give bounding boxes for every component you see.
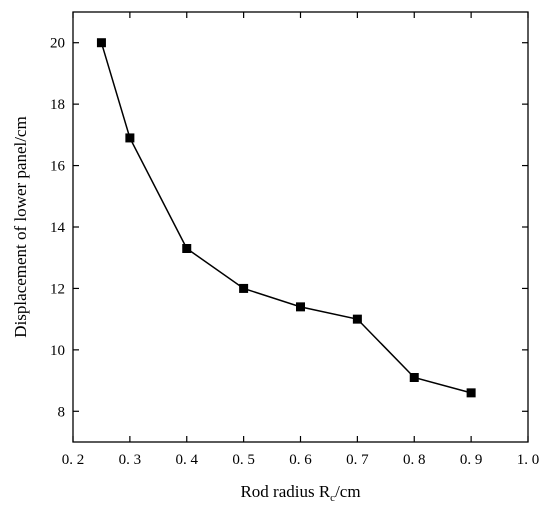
data-point-marker — [466, 388, 476, 398]
series-line — [100, 42, 472, 394]
x-axis-ticks: 0. 2 0. 3 0. 4 0. 5 0. 6 0. 7 0. 8 0. 9 1. 0 — [62, 12, 540, 468]
data-point-marker — [409, 373, 419, 382]
x-tick-label: 0. 4 — [176, 452, 199, 468]
x-tick-label: 0. 5 — [232, 452, 255, 468]
plot-frame — [72, 11, 529, 443]
y-axis-ticks: 8 10 12 14 16 18 20 — [50, 36, 528, 420]
y-tick-label: 20 — [50, 36, 65, 52]
data-point-marker — [125, 133, 135, 143]
x-tick-label: 0. 6 — [289, 452, 312, 468]
y-tick-label: 10 — [50, 343, 65, 359]
x-axis-title: Rod radius Rc/cm — [240, 482, 360, 504]
y-tick-label: 18 — [50, 97, 65, 113]
data-point-marker — [239, 283, 249, 293]
y-tick-label: 14 — [50, 220, 66, 236]
y-tick-label: 8 — [58, 404, 66, 420]
y-axis-title: Displacement of lower panel/cm — [11, 116, 30, 337]
x-tick-label: 0. 2 — [62, 452, 85, 468]
x-tick-label: 0. 9 — [460, 452, 483, 468]
y-tick-label: 12 — [50, 281, 65, 297]
y-tick-label: 16 — [50, 159, 66, 175]
x-tick-label: 0. 8 — [403, 452, 426, 468]
data-point-marker — [296, 302, 305, 312]
data-point-marker — [182, 244, 192, 253]
x-tick-label: 0. 3 — [119, 452, 142, 468]
x-axis-title-subscript: c — [330, 492, 335, 504]
data-point-marker — [352, 314, 362, 324]
x-tick-label: 0. 7 — [346, 452, 369, 468]
x-axis-title-main: Rod radius R — [240, 482, 330, 501]
x-axis-title-unit: /cm — [335, 482, 361, 501]
x-tick-label: 1. 0 — [517, 452, 540, 468]
data-point-marker — [96, 38, 106, 48]
series-layer — [96, 38, 476, 398]
